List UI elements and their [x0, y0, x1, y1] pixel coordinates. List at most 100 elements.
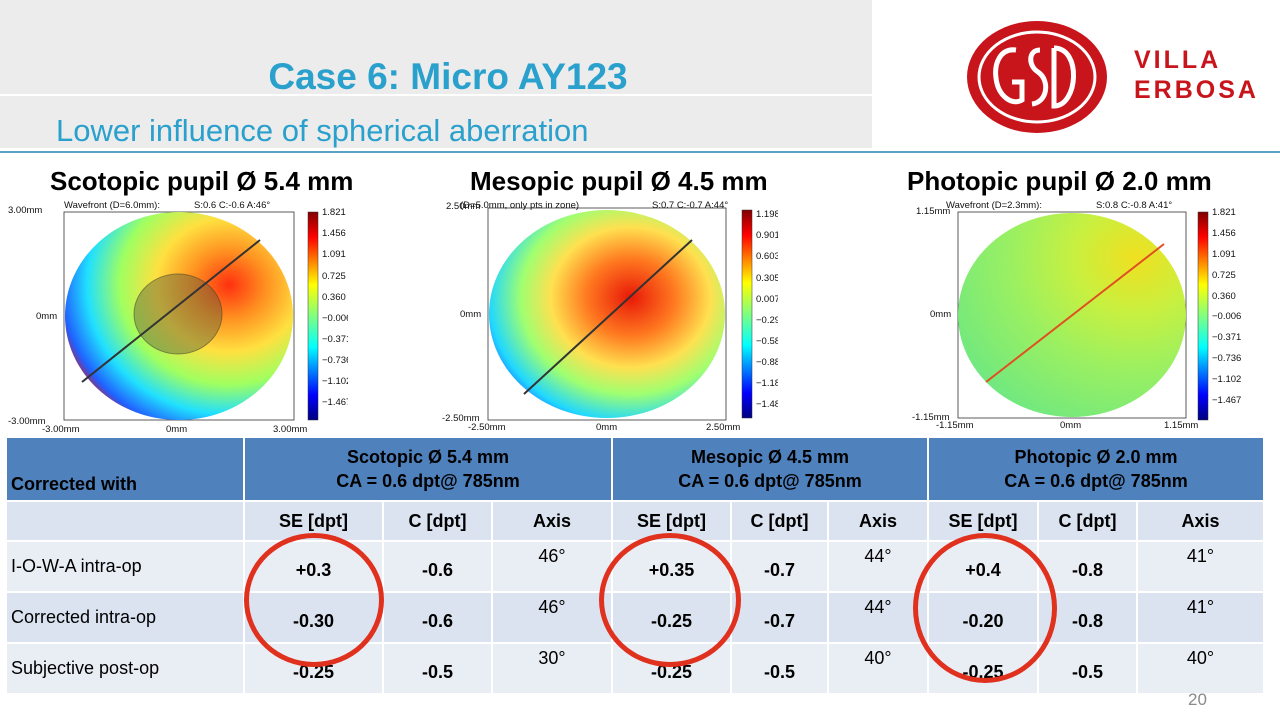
table-cell: 40°: [1138, 644, 1263, 693]
y-axis-mid-label: 0mm: [460, 309, 481, 320]
colorbar-tick: 1.091: [322, 249, 346, 260]
slide-subtitle: Lower influence of spherical aberration: [56, 113, 589, 148]
logo-line-1: VILLA: [1134, 46, 1222, 74]
table-cell: -0.7: [732, 593, 827, 642]
table-subheader-row: SE [dpt] C [dpt] Axis SE [dpt] C [dpt] A…: [7, 502, 1263, 540]
colorbar-tick: 1.456: [1212, 228, 1236, 239]
photopic-wavefront-plot: 1.15mm 0mm -1.15mm -1.15mm 0mm 1.15mm Wa…: [910, 198, 1250, 434]
table-cell: 41°: [1138, 542, 1263, 591]
y-axis-top-label: 2.50mm: [446, 201, 480, 212]
photopic-heading: Photopic pupil Ø 2.0 mm: [907, 166, 1212, 196]
x-axis-left-label: -3.00mm: [42, 424, 80, 434]
colorbar-tick: 1.091: [1212, 249, 1236, 260]
table-cell: -0.6: [384, 542, 491, 591]
table-cell: 46°: [493, 593, 611, 642]
colorbar-tick: 0.725: [322, 271, 346, 282]
header-band: [0, 0, 872, 148]
colorbar-tick: −1.102: [1212, 374, 1241, 385]
colorbar-tick: 0.603: [756, 251, 778, 262]
logo-line-2: ERBOSA: [1134, 76, 1259, 104]
table-header-row: Corrected with Scotopic Ø 5.4 mm CA = 0.…: [7, 438, 1263, 500]
mesopic-wavefront-plot: 2.50mm 0mm -2.50mm -2.50mm 0mm 2.50mm (D…: [438, 198, 778, 434]
slide-title: Case 6: Micro AY123: [268, 56, 628, 97]
colorbar-tick: −0.371: [322, 334, 348, 345]
corner-label: Corrected with: [7, 438, 243, 500]
y-axis-bottom-label: -1.15mm: [912, 412, 950, 423]
row-label: I-O-W-A intra-op: [7, 542, 243, 591]
plot-title-left: Wavefront (D=2.3mm):: [946, 200, 1042, 211]
table-cell: -0.6: [384, 593, 491, 642]
x-axis-right-label: 2.50mm: [706, 422, 740, 433]
header-divider: [0, 94, 872, 96]
x-axis-mid-label: 0mm: [166, 424, 187, 434]
colorbar-tick: 0.007: [756, 294, 778, 305]
scotopic-wavefront-plot: 3.00mm 0mm -3.00mm -3.00mm 0mm 3.00mm Wa…: [8, 198, 348, 434]
y-axis-mid-label: 0mm: [930, 309, 951, 320]
colorbar-tick: −0.006: [1212, 311, 1241, 322]
table-cell: -0.5: [384, 644, 491, 693]
colorbar-tick: 1.821: [322, 207, 346, 218]
column-header: Axis: [493, 502, 611, 540]
x-axis-right-label: 1.15mm: [1164, 420, 1198, 431]
colorbar-tick: −0.736: [322, 355, 348, 366]
group-header-line: Scotopic Ø 5.4 mm: [346, 447, 510, 467]
gsd-logo-icon: [967, 21, 1107, 133]
group-header-scotopic: Scotopic Ø 5.4 mm CA = 0.6 dpt@ 785nm: [245, 438, 611, 500]
row-label: Corrected intra-op: [7, 593, 243, 642]
highlight-ring-photopic: [913, 533, 1057, 683]
table-cell: -0.8: [1039, 542, 1136, 591]
table-cell: -0.7: [732, 542, 827, 591]
plot-title-left: Wavefront (D=6.0mm):: [64, 200, 160, 211]
colorbar-tick: −1.102: [322, 376, 348, 387]
plot-title-right: S:0.8 C:-0.8 A:41°: [1096, 200, 1172, 211]
colorbar-tick: 1.198: [756, 209, 778, 220]
highlight-ring-mesopic: [599, 533, 741, 667]
table-cell: 30°: [493, 644, 611, 693]
x-axis-mid-label: 0mm: [596, 422, 617, 433]
column-header: C [dpt]: [732, 502, 827, 540]
group-header-line: Photopic Ø 2.0 mm: [1014, 447, 1178, 467]
colorbar-tick: 1.456: [322, 228, 346, 239]
mesopic-heading: Mesopic pupil Ø 4.5 mm: [470, 166, 768, 196]
colorbar-tick: 0.305: [756, 273, 778, 284]
group-header-line: Mesopic Ø 4.5 mm: [690, 447, 850, 467]
colorbar-tick: −0.588: [756, 336, 778, 347]
x-axis-left-label: -2.50mm: [468, 422, 506, 433]
scotopic-heading: Scotopic pupil Ø 5.4 mm: [50, 166, 354, 196]
group-header-line: CA = 0.6 dpt@ 785nm: [1004, 471, 1188, 491]
colorbar-tick: −0.371: [1212, 332, 1241, 343]
x-axis-left-label: -1.15mm: [936, 420, 974, 431]
colorbar-tick: −0.736: [1212, 353, 1241, 364]
column-header: Axis: [1138, 502, 1263, 540]
plot-title-right: S:0.7 C:-0.7 A:44°: [652, 200, 728, 211]
y-axis-top-label: 3.00mm: [8, 205, 42, 216]
colorbar-tick: −0.290: [756, 315, 778, 326]
colorbar-tick: −1.184: [756, 378, 778, 389]
colorbar-tick: 1.821: [1212, 207, 1236, 218]
plot-title-right: S:0.6 C:-0.6 A:46°: [194, 200, 270, 211]
table-cell: 41°: [1138, 593, 1263, 642]
colorbar-tick: 0.901: [756, 230, 778, 241]
colorbar-tick: −1.482: [756, 399, 778, 410]
highlight-ring-scotopic: [244, 533, 384, 667]
empty-cell: [7, 502, 243, 540]
group-header-line: CA = 0.6 dpt@ 785nm: [336, 471, 520, 491]
column-header: Axis: [829, 502, 927, 540]
colorbar-tick: −0.886: [756, 357, 778, 368]
y-axis-top-label: 1.15mm: [916, 206, 950, 217]
table-cell: 44°: [829, 542, 927, 591]
row-label: Subjective post-op: [7, 644, 243, 693]
table-cell: 40°: [829, 644, 927, 693]
plot-title-left: (D=5.0mm, only pts in zone): [460, 200, 579, 211]
group-header-line: CA = 0.6 dpt@ 785nm: [678, 471, 862, 491]
page-number: 20: [1188, 690, 1207, 709]
colorbar-tick: 0.725: [1212, 270, 1236, 281]
table-cell: -0.5: [732, 644, 827, 693]
column-header: C [dpt]: [384, 502, 491, 540]
x-axis-right-label: 3.00mm: [273, 424, 307, 434]
column-header: SE [dpt]: [613, 502, 730, 540]
colorbar-tick: −1.467: [1212, 395, 1241, 406]
column-header: C [dpt]: [1039, 502, 1136, 540]
y-axis-bottom-label: -2.50mm: [442, 413, 480, 424]
x-axis-mid-label: 0mm: [1060, 420, 1081, 431]
